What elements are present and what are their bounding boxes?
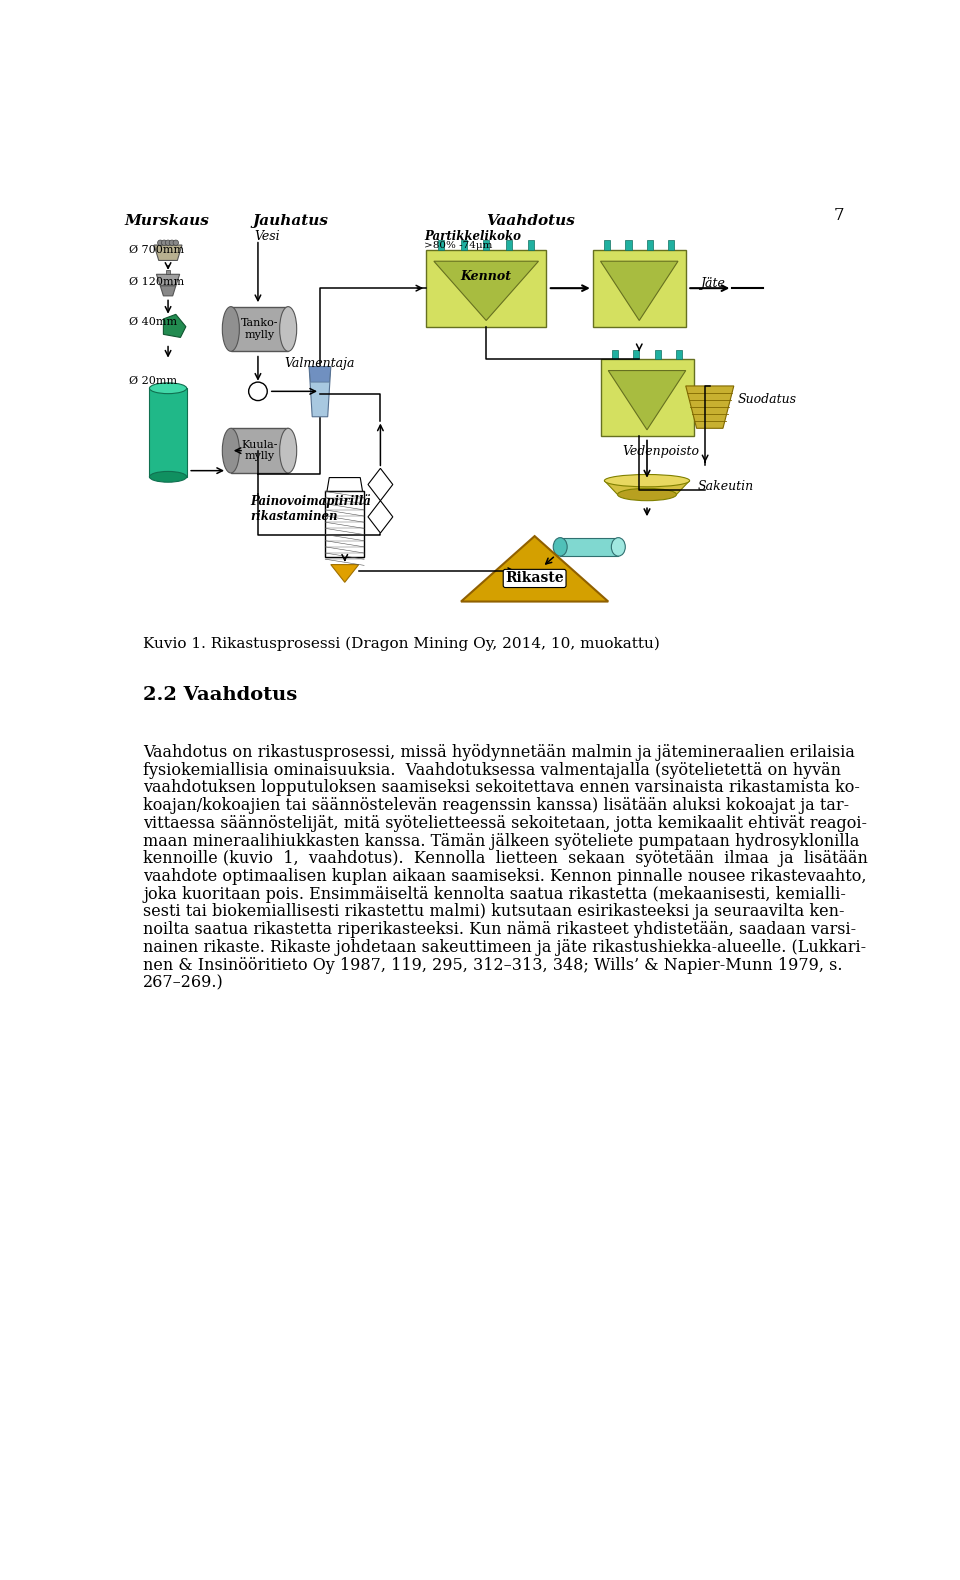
Polygon shape [368,501,393,532]
Text: 2.2 Vaahdotus: 2.2 Vaahdotus [143,686,298,705]
Ellipse shape [605,474,689,487]
Text: kennoille (kuvio  1,  vaahdotus).  Kennolla  lietteen  sekaan  syötetään  ilmaa : kennoille (kuvio 1, vaahdotus). Kennolla… [143,850,868,867]
Polygon shape [309,367,331,382]
Polygon shape [434,261,539,321]
Circle shape [165,240,171,245]
Circle shape [169,240,175,245]
Bar [612,349,618,359]
Polygon shape [605,480,689,495]
Text: Ø 20mm: Ø 20mm [130,376,178,386]
Ellipse shape [612,537,625,556]
Bar [483,240,490,250]
Ellipse shape [150,471,186,482]
Bar [668,240,674,250]
Bar [166,270,170,275]
Bar [230,307,288,351]
Bar [626,240,632,250]
Polygon shape [601,261,678,321]
Circle shape [161,240,167,245]
Ellipse shape [617,488,677,501]
Text: vittaessa säännöstelijät, mitä syötelietteessä sekoitetaan, jotta kemikaalit eht: vittaessa säännöstelijät, mitä syöteliet… [143,815,867,831]
Text: maan mineraalihiukkasten kanssa. Tämän jälkeen syöteliete pumpataan hydrosykloni: maan mineraalihiukkasten kanssa. Tämän j… [143,833,859,850]
Text: Tanko-
mylly: Tanko- mylly [241,318,278,340]
Text: Jauhatus: Jauhatus [252,215,328,228]
Polygon shape [609,371,685,430]
Bar [655,349,660,359]
Text: 7: 7 [834,207,845,223]
Bar [592,250,685,327]
Bar [647,240,653,250]
Text: Kuula-
mylly: Kuula- mylly [241,439,277,461]
Bar [230,428,288,472]
Text: Rikaste: Rikaste [505,572,564,586]
Polygon shape [461,536,609,602]
Bar [461,240,467,250]
Polygon shape [160,286,176,295]
Ellipse shape [279,428,297,472]
Text: Kuvio 1. Rikastusprosessi (Dragon Mining Oy, 2014, 10, muokattu): Kuvio 1. Rikastusprosessi (Dragon Mining… [143,637,660,651]
Bar [676,349,682,359]
Text: joka kuoritaan pois. Ensimmäiseltä kennolta saatua rikastetta (mekaanisesti, kem: joka kuoritaan pois. Ensimmäiseltä kenno… [143,886,846,902]
Circle shape [157,240,163,245]
Polygon shape [331,564,359,583]
Polygon shape [156,275,180,286]
Text: noilta saatua rikastetta riperikasteeksi. Kun nämä rikasteet yhdistetään, saadaa: noilta saatua rikastetta riperikasteeksi… [143,921,856,939]
Text: Jäte: Jäte [700,276,725,291]
Bar [528,240,534,250]
Text: fysiokemiallisia ominaisuuksia.  Vaahdotuksessa valmentajalla (syötelietettä on : fysiokemiallisia ominaisuuksia. Vaahdotu… [143,762,841,779]
Polygon shape [309,367,331,417]
Ellipse shape [223,428,239,472]
Text: vaahdotuksen lopputuloksen saamiseksi sekoitettava ennen varsinaista rikastamist: vaahdotuksen lopputuloksen saamiseksi se… [143,779,860,796]
Bar [634,349,639,359]
Polygon shape [685,386,733,428]
Text: Vedenpoisto: Vedenpoisto [622,446,699,458]
Circle shape [249,382,267,401]
Polygon shape [163,314,186,338]
Text: Valmentaja: Valmentaja [285,357,355,370]
Bar [325,491,364,556]
Bar [506,240,512,250]
Polygon shape [368,468,393,501]
Polygon shape [327,477,363,491]
Polygon shape [155,245,182,261]
Text: Ø 120mm: Ø 120mm [130,276,184,288]
Text: nainen rikaste. Rikaste johdetaan sakeuttimeen ja jäte rikastushiekka-alueelle. : nainen rikaste. Rikaste johdetaan sakeut… [143,939,866,956]
Bar [601,359,693,436]
Bar [561,537,618,556]
Ellipse shape [223,307,239,351]
Text: 267–269.): 267–269.) [143,975,224,991]
Text: Sakeutin: Sakeutin [697,480,754,493]
Ellipse shape [553,537,567,556]
Text: Partikkelikoko: Partikkelikoko [423,229,520,243]
Bar [438,240,444,250]
Text: koajan/kokoajien tai säännöstelevän reagenssin kanssa) lisätään aluksi kokoajat : koajan/kokoajien tai säännöstelevän reag… [143,798,850,814]
Text: >80% -74μm: >80% -74μm [423,242,492,250]
Text: Vaahdotus: Vaahdotus [487,215,575,228]
Text: Suodatus: Suodatus [737,392,797,406]
Circle shape [173,240,179,245]
Ellipse shape [150,382,186,393]
Bar [604,240,611,250]
Text: Vesi: Vesi [254,229,279,243]
Text: nen & Insinööritieto Oy 1987, 119, 295, 312–313, 348; Wills’ & Napier-Munn 1979,: nen & Insinööritieto Oy 1987, 119, 295, … [143,956,843,973]
Bar [426,250,546,327]
Text: sesti tai biokemiallisesti rikastettu malmi) kutsutaan esirikasteeksi ja seuraav: sesti tai biokemiallisesti rikastettu ma… [143,904,845,921]
Text: Ø 700mm: Ø 700mm [130,245,184,254]
Ellipse shape [279,307,297,351]
Text: Murskaus: Murskaus [124,215,209,228]
Text: Vaahdotus on rikastusprosessi, missä hyödynnetään malmin ja jätemineraalien eril: Vaahdotus on rikastusprosessi, missä hyö… [143,744,855,762]
Text: Kennot: Kennot [461,270,512,283]
Text: Painovoimapiirillä
rikastaminen: Painovoimapiirillä rikastaminen [251,493,372,523]
Text: Ø 40mm: Ø 40mm [130,318,178,327]
Bar [150,389,186,477]
Text: vaahdote optimaalisen kuplan aikaan saamiseksi. Kennon pinnalle nousee rikasteva: vaahdote optimaalisen kuplan aikaan saam… [143,867,867,885]
